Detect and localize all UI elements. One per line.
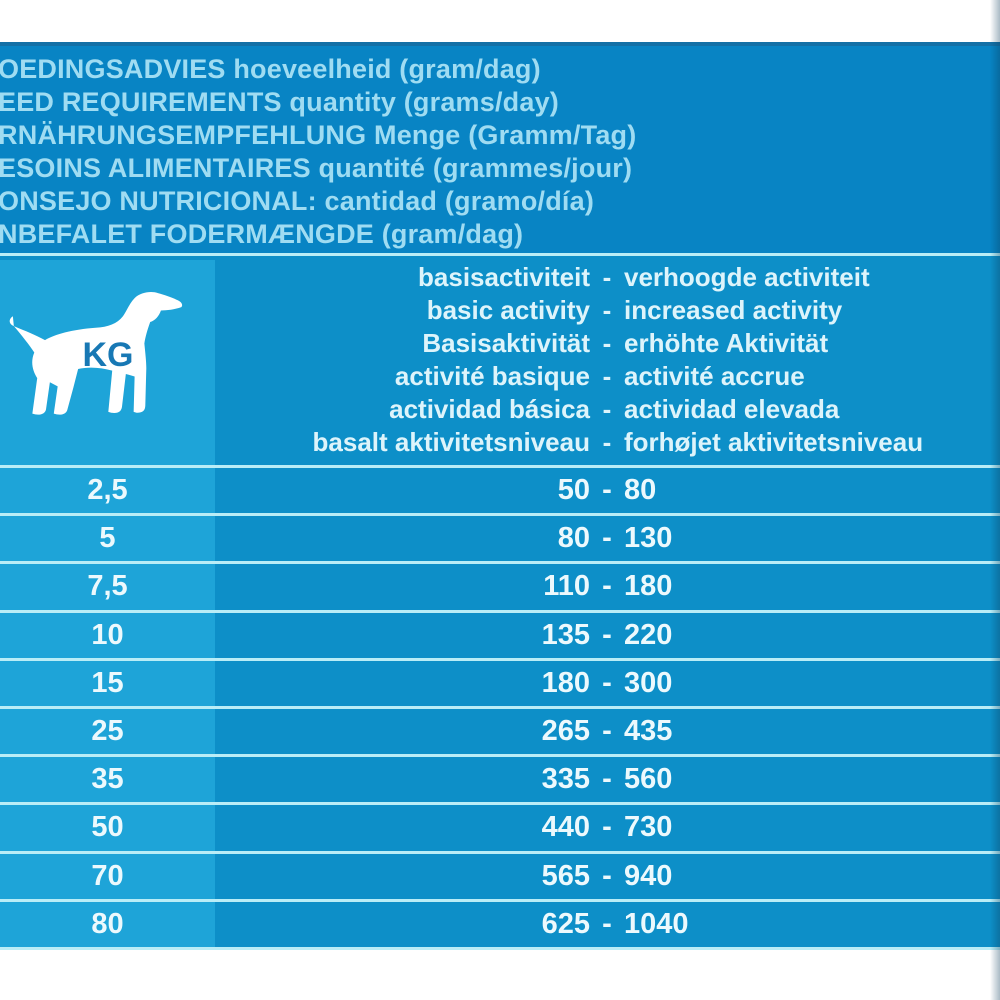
activity-header-row: activité basique - activité accrue	[0, 360, 1000, 393]
table-row: 15 180 - 300	[0, 657, 1000, 706]
weight-kg-value: 70	[91, 859, 124, 892]
range-dash: -	[602, 618, 612, 651]
table-row: 25 265 - 435	[0, 705, 1000, 754]
range-dash: -	[602, 361, 612, 391]
basic-activity-label: activité basique	[394, 361, 590, 391]
blue-panel: OEDINGSADVIES hoeveelheid (gram/dag) EED…	[0, 42, 1000, 950]
activity-level-header: KG basisactiviteit - verhoogde activitei…	[0, 253, 1000, 465]
table-row: 50 440 - 730	[0, 802, 1000, 850]
activity-header-row: actividad básica - actividad elevada	[0, 393, 1000, 426]
max-grams-value: 730	[624, 811, 673, 844]
basic-activity-label: basisactiviteit	[418, 262, 590, 292]
increased-activity-label: actividad elevada	[624, 394, 840, 424]
min-grams-value: 625	[541, 907, 590, 940]
table-row: 5 80 - 130	[0, 513, 1000, 561]
min-grams-value: 80	[557, 522, 590, 555]
increased-activity-label: erhöhte Aktivität	[624, 328, 829, 358]
table-row: 10 135 - 220	[0, 609, 1000, 658]
table-row: 2,5 50 - 80	[0, 465, 1000, 513]
basic-activity-label: actividad básica	[389, 394, 590, 424]
range-dash: -	[602, 811, 612, 844]
min-grams-value: 180	[541, 666, 590, 699]
title-line-nl: OEDINGSADVIES hoeveelheid (gram/dag)	[0, 54, 541, 84]
range-dash: -	[602, 262, 612, 292]
dog-silhouette-icon: KG	[9, 292, 183, 415]
title-line-fr: ESOINS ALIMENTAIRES quantité (grammes/jo…	[0, 153, 633, 183]
weight-kg-value: 15	[91, 666, 124, 699]
weight-kg-value: 50	[91, 811, 124, 844]
increased-activity-label: activité accrue	[624, 361, 805, 391]
range-dash: -	[602, 763, 612, 796]
table-row: 7,5 110 - 180	[0, 561, 1000, 609]
title-line-de: RNÄHRUNGSEMPFEHLUNG Menge (Gramm/Tag)	[0, 120, 637, 150]
increased-activity-label: verhoogde activiteit	[624, 262, 870, 292]
weight-kg-value: 7,5	[87, 570, 128, 603]
kg-unit-label: KG	[83, 336, 134, 374]
dog-kg-icon: KG	[8, 289, 193, 421]
range-dash: -	[602, 328, 612, 358]
max-grams-value: 180	[624, 570, 673, 603]
increased-activity-label: increased activity	[624, 295, 843, 325]
weight-kg-value: 35	[91, 763, 124, 796]
spacer	[0, 426, 215, 459]
title-line-da: NBEFALET FODERMÆNGDE (gram/dag)	[0, 219, 524, 249]
max-grams-value: 80	[624, 474, 657, 506]
range-dash: -	[602, 570, 612, 603]
range-dash: -	[602, 714, 612, 747]
weight-kg-value: 2,5	[87, 474, 128, 506]
max-grams-value: 560	[624, 763, 673, 796]
min-grams-value: 565	[541, 859, 590, 892]
max-grams-value: 1040	[624, 907, 689, 940]
basic-activity-label: basic activity	[426, 295, 590, 325]
activity-header-row: basic activity - increased activity	[0, 294, 1000, 327]
max-grams-value: 220	[624, 618, 673, 651]
min-grams-value: 135	[541, 618, 590, 651]
weight-kg-value: 80	[91, 907, 124, 940]
min-grams-value: 335	[541, 763, 590, 796]
activity-header-row: basalt aktivitetsniveau - forhøjet aktiv…	[0, 426, 1000, 459]
max-grams-value: 130	[624, 522, 673, 555]
max-grams-value: 300	[624, 666, 673, 699]
title-line-es: ONSEJO NUTRICIONAL: cantidad (gramo/día)	[0, 186, 595, 216]
range-dash: -	[602, 427, 612, 457]
basic-activity-label: Basisaktivität	[422, 328, 590, 358]
weight-kg-value: 10	[91, 618, 124, 651]
range-dash: -	[602, 394, 612, 424]
range-dash: -	[602, 907, 612, 940]
max-grams-value: 435	[624, 714, 673, 747]
basic-activity-label: basalt aktivitetsniveau	[312, 427, 590, 457]
multilingual-title-block: OEDINGSADVIES hoeveelheid (gram/dag) EED…	[0, 46, 1000, 253]
activity-header-row: Basisaktivität - erhöhte Aktivität	[0, 327, 1000, 360]
table-row: 70 565 - 940	[0, 850, 1000, 899]
range-dash: -	[602, 859, 612, 892]
title-line-en: EED REQUIREMENTS quantity (grams/day)	[0, 87, 559, 117]
min-grams-value: 110	[543, 570, 590, 603]
activity-header-row: basisactiviteit - verhoogde activiteit	[0, 261, 1000, 294]
weight-kg-value: 25	[91, 714, 124, 747]
table-bottom-separator	[0, 946, 1000, 950]
min-grams-value: 50	[557, 474, 590, 506]
table-row: 80 625 - 1040	[0, 898, 1000, 947]
table-row: 35 335 - 560	[0, 754, 1000, 802]
range-dash: -	[602, 474, 612, 506]
weight-kg-value: 5	[99, 522, 116, 555]
min-grams-value: 440	[541, 811, 590, 844]
min-grams-value: 265	[541, 714, 590, 747]
max-grams-value: 940	[624, 859, 673, 892]
feeding-table-rows: 2,5 50 - 80 5 80 - 130 7,5 110 - 180 10 …	[0, 465, 1000, 950]
range-dash: -	[602, 295, 612, 325]
increased-activity-label: forhøjet aktivitetsniveau	[624, 427, 924, 457]
range-dash: -	[602, 666, 612, 699]
range-dash: -	[602, 522, 612, 555]
